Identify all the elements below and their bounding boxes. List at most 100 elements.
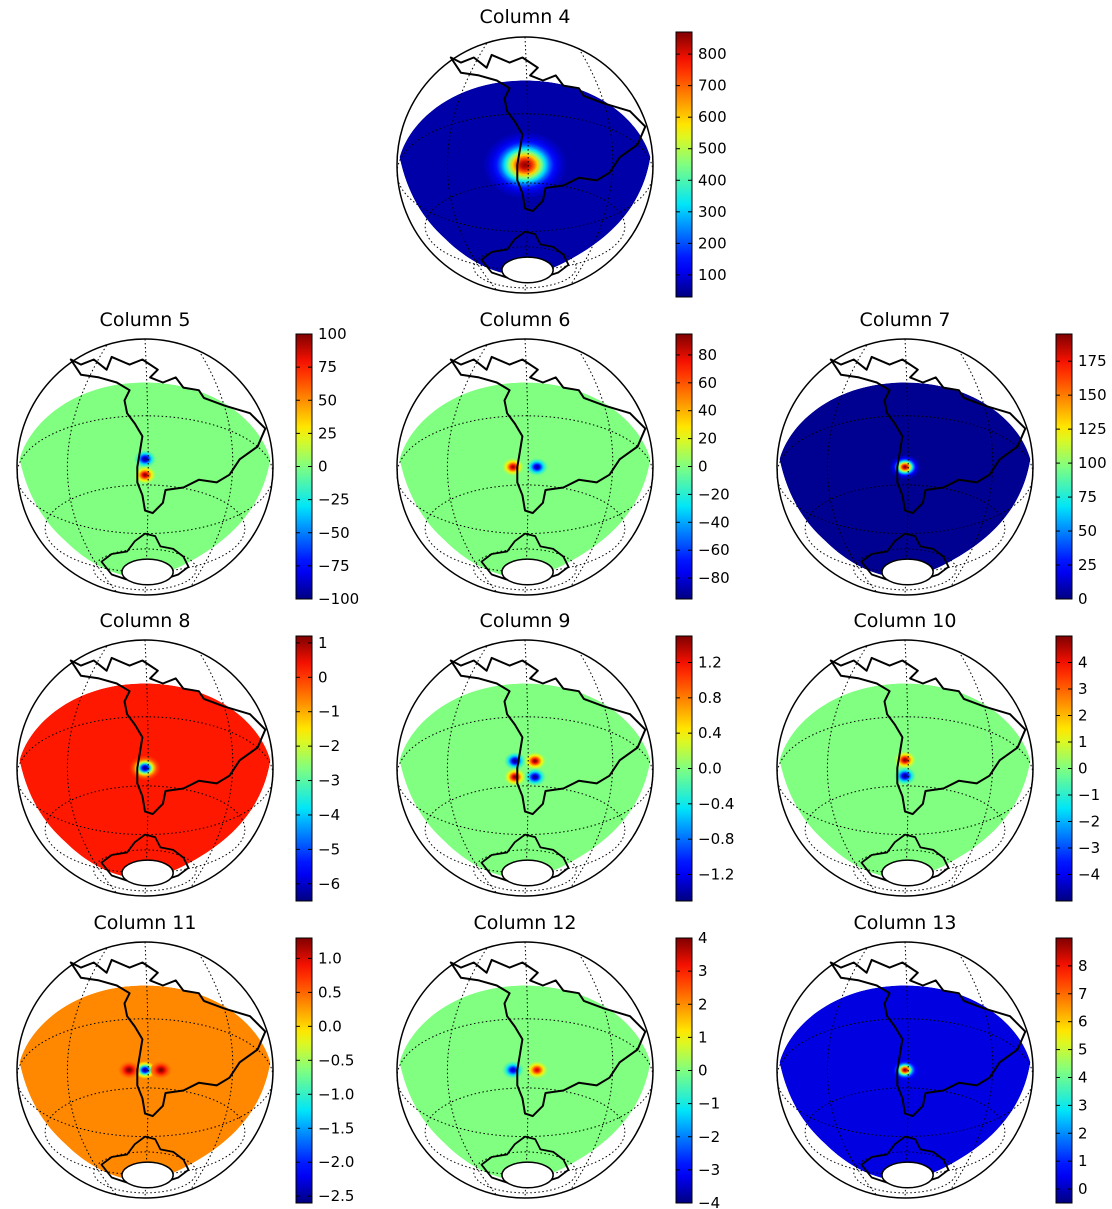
- colorbar-tick-label: 500: [698, 140, 727, 158]
- panel-title: Column 10: [854, 610, 957, 632]
- colorbar-tick-label: 20: [698, 430, 717, 448]
- colorbar-tick-label: −2: [318, 737, 340, 755]
- colorbar-tick-label: 700: [698, 77, 727, 95]
- polar-hole: [501, 859, 554, 887]
- parallel-line: [473, 246, 577, 289]
- colorbar-tick-label: 40: [698, 402, 717, 420]
- parallel-line: [853, 548, 957, 591]
- meridian-line: [446, 948, 498, 1196]
- colorbar-tick-label: −50: [318, 524, 350, 542]
- colorbar-tick-label: −3: [318, 772, 340, 790]
- coastline-south-america: [69, 958, 267, 1118]
- meridian-line: [66, 345, 118, 593]
- colorbar-tick-label: 200: [698, 234, 727, 252]
- anomaly-blob: [129, 755, 161, 781]
- data-field: [399, 985, 651, 1181]
- coastline-south-america: [449, 656, 647, 816]
- colorbar-tick-label: 50: [1078, 522, 1097, 540]
- panel-title: Column 8: [100, 610, 191, 632]
- colorbar-tick-label: 3: [698, 962, 708, 980]
- colorbar: −1.2 −0.8 −0.4 0.0 0.4 0.8 1.2: [675, 635, 734, 902]
- meridian-line: [826, 948, 878, 1196]
- globe-outline: [776, 639, 1034, 897]
- colorbar-tick-label: 0: [698, 458, 708, 476]
- coastline-south-america: [69, 656, 267, 816]
- colorbar-tick-label: 0: [698, 1062, 708, 1080]
- colorbar-tick-label: 1: [1078, 1152, 1088, 1170]
- colorbar-tick-label: 150: [1078, 386, 1107, 404]
- anomaly-lobe: [134, 466, 156, 484]
- colorbar-tick-label: 100: [1078, 454, 1107, 472]
- meridian-line: [524, 338, 529, 596]
- colorbar-tick-label: 6: [1078, 1013, 1088, 1031]
- colorbar-tick-label: 4: [698, 929, 708, 947]
- panel-7: Column 10 −4 −3 −2 −1 0 1 2 3 4: [776, 610, 1100, 902]
- colorbar-tick-label: −1.0: [318, 1085, 354, 1103]
- colorbar-tick-label: 0.4: [698, 724, 722, 742]
- colorbar-gradient: [295, 937, 313, 1204]
- data-field: [19, 382, 271, 578]
- polar-hole: [881, 558, 934, 586]
- field-background: [779, 382, 1031, 578]
- panel-1: Column 4 100 200 300 400 500 600 700 800: [396, 6, 727, 298]
- polar-hole: [881, 1161, 934, 1189]
- colorbar-tick-label: −1.2: [698, 866, 734, 884]
- panel-title: Column 12: [474, 912, 577, 934]
- colorbar-tick-label: 4: [1078, 1068, 1088, 1086]
- colorbar-tick-label: −0.4: [698, 795, 734, 813]
- colorbar-tick-label: 50: [318, 391, 337, 409]
- polar-hole: [121, 859, 174, 887]
- coastline-south-america: [829, 355, 1027, 515]
- colorbar-tick-label: 300: [698, 203, 727, 221]
- colorbar-tick-label: 7: [1078, 985, 1088, 1003]
- anomaly-blob: [892, 1059, 918, 1081]
- colorbar-tick-label: 125: [1078, 420, 1107, 438]
- anomaly-blob: [484, 132, 566, 198]
- colorbar: 0 25 50 75 100 125 150 175: [1055, 333, 1107, 608]
- anomaly-blob: [892, 1059, 918, 1081]
- colorbar-tick-label: 800: [698, 45, 727, 63]
- anomaly-blob: [129, 755, 161, 781]
- parallel-line: [93, 548, 197, 591]
- meridian-line: [66, 646, 118, 894]
- meridian-line: [904, 941, 909, 1199]
- anomaly-lobe: [524, 768, 546, 786]
- colorbar-tick-label: −2.5: [318, 1187, 354, 1205]
- colorbar-tick-label: 3: [1078, 1096, 1088, 1114]
- colorbar-tick-label: −0.5: [318, 1051, 354, 1069]
- colorbar-tick-label: 0.0: [698, 760, 722, 778]
- panel-title: Column 11: [94, 912, 197, 934]
- colorbar-tick-label: 1.0: [318, 949, 342, 967]
- globe-outline: [776, 941, 1034, 1199]
- colorbar-tick-label: −20: [698, 485, 730, 503]
- colorbar-tick-label: −25: [318, 491, 350, 509]
- meridian-line: [524, 639, 529, 897]
- meridian-line: [826, 646, 878, 894]
- meridian-line: [904, 639, 909, 897]
- meridian-line: [144, 639, 149, 897]
- globe-outline: [396, 639, 654, 897]
- anomaly-lobe: [504, 752, 526, 770]
- colorbar-tick-label: 4: [1078, 654, 1088, 672]
- colorbar: −100 −75 −50 −25 0 25 50 75 100: [295, 325, 359, 608]
- colorbar-tick-label: 60: [698, 374, 717, 392]
- panel-3: Column 6 −80 −60 −40 −20 0 20 40 60 80: [396, 309, 730, 600]
- coastline-south-america: [449, 53, 647, 213]
- colorbar-tick-label: −1.5: [318, 1119, 354, 1137]
- colorbar-tick-label: −3: [1078, 839, 1100, 857]
- anomaly-lobe: [524, 752, 546, 770]
- anomaly-blob: [889, 454, 921, 480]
- colorbar-gradient: [295, 635, 313, 902]
- coastline-south-america: [829, 656, 1027, 816]
- field-background: [19, 985, 271, 1181]
- anomaly-lobe: [526, 458, 548, 476]
- panel-title: Column 6: [480, 309, 571, 331]
- meridian-line: [66, 948, 118, 1196]
- data-field: [399, 683, 651, 879]
- colorbar-tick-label: 0: [318, 458, 328, 476]
- colorbar-tick-label: 600: [698, 108, 727, 126]
- panel-5: Column 8 −6 −5 −4 −3 −2 −1 0 1: [16, 610, 340, 902]
- colorbar-tick-label: 0.8: [698, 689, 722, 707]
- colorbar-tick-label: 100: [698, 266, 727, 284]
